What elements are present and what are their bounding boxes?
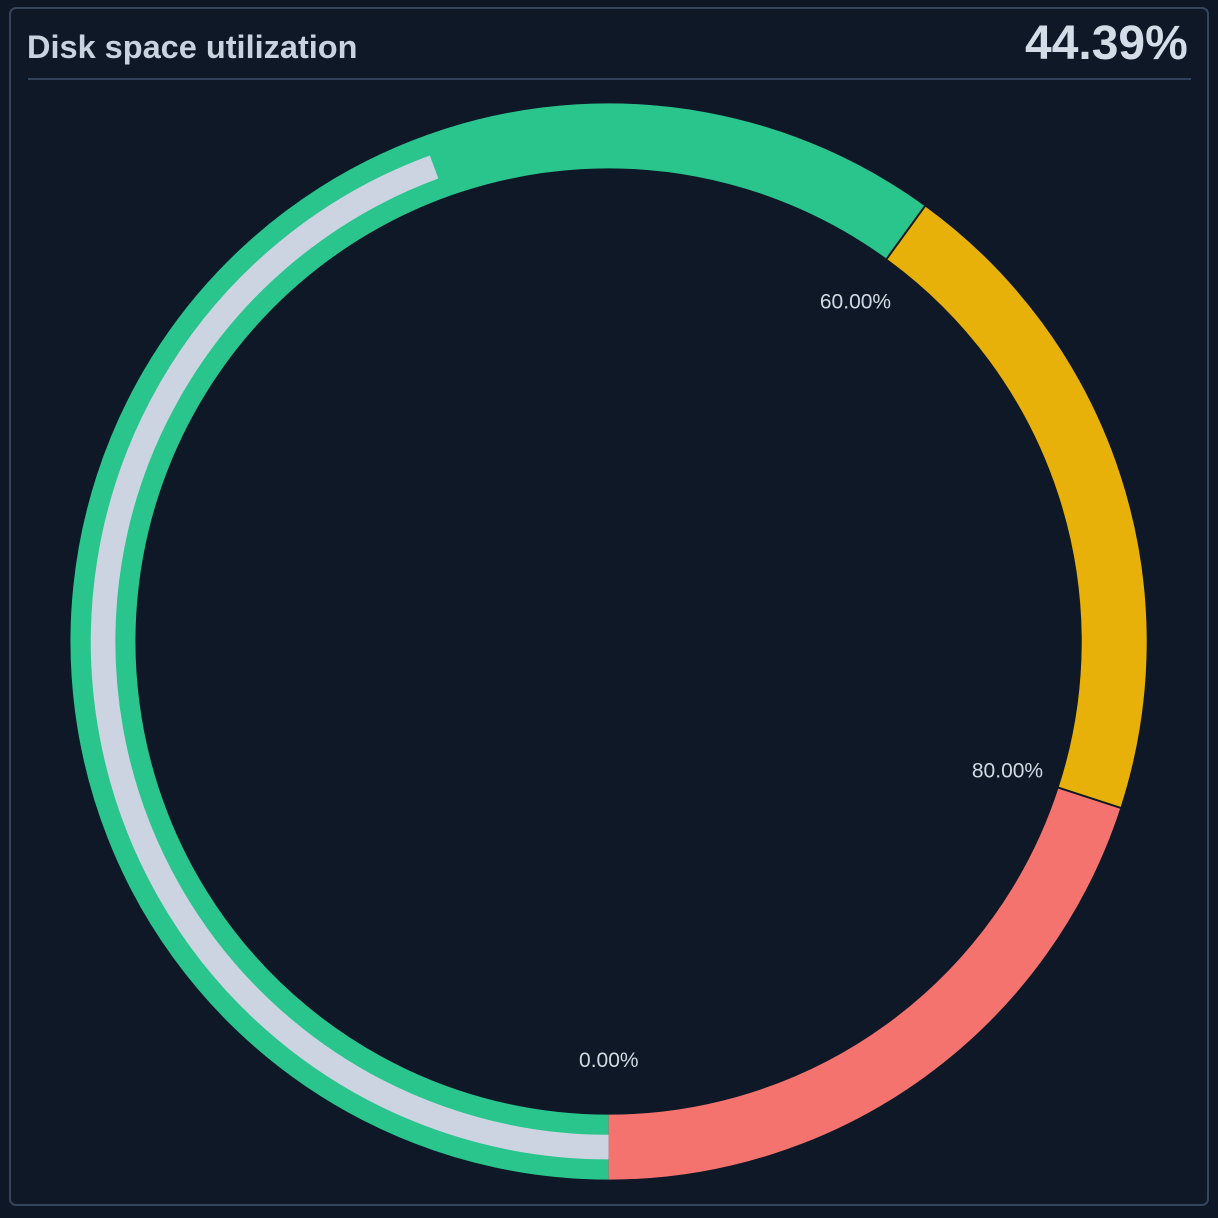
svg-text:0.00%: 0.00%	[579, 1049, 639, 1072]
svg-text:80.00%: 80.00%	[972, 760, 1043, 783]
svg-text:60.00%: 60.00%	[820, 291, 891, 314]
